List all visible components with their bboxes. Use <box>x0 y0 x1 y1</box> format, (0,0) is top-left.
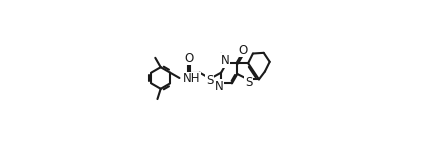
Text: NH: NH <box>182 72 200 85</box>
Text: S: S <box>244 76 252 89</box>
Text: O: O <box>184 52 193 64</box>
Text: S: S <box>205 74 213 87</box>
Text: N: N <box>220 54 229 67</box>
Text: O: O <box>238 44 247 57</box>
Text: N: N <box>214 80 223 93</box>
